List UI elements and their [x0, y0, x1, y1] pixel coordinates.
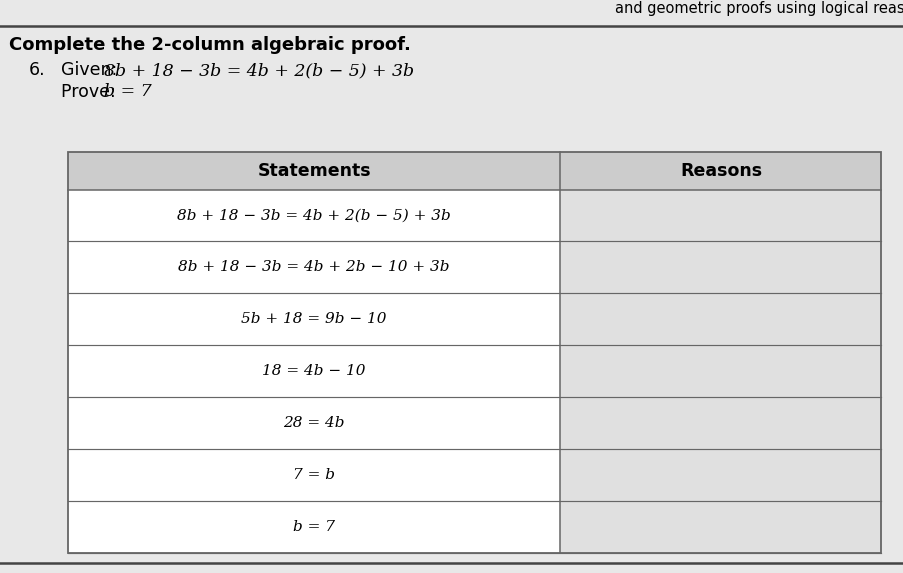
- Text: Complete the 2-column algebraic proof.: Complete the 2-column algebraic proof.: [9, 36, 411, 54]
- Bar: [68, 152, 880, 190]
- Text: b = 7: b = 7: [293, 520, 335, 534]
- Text: Statements: Statements: [257, 162, 370, 180]
- Text: b = 7: b = 7: [104, 83, 152, 100]
- Text: Prove:: Prove:: [61, 83, 122, 101]
- Text: 6.: 6.: [29, 61, 45, 80]
- Text: 8b + 18 − 3b = 4b + 2(b − 5) + 3b: 8b + 18 − 3b = 4b + 2(b − 5) + 3b: [177, 209, 451, 222]
- Bar: [560, 152, 880, 553]
- Bar: [68, 152, 880, 553]
- Bar: [68, 152, 880, 553]
- Text: 8b + 18 − 3b = 4b + 2(b − 5) + 3b: 8b + 18 − 3b = 4b + 2(b − 5) + 3b: [104, 62, 414, 79]
- Text: 7 = b: 7 = b: [293, 468, 335, 482]
- Text: 18 = 4b − 10: 18 = 4b − 10: [262, 364, 366, 378]
- Text: and geometric proofs using logical reasoning.: and geometric proofs using logical reaso…: [614, 1, 903, 16]
- Text: Reasons: Reasons: [679, 162, 761, 180]
- Text: 5b + 18 = 9b − 10: 5b + 18 = 9b − 10: [241, 312, 386, 327]
- Text: Given:: Given:: [61, 61, 123, 80]
- Text: 28 = 4b: 28 = 4b: [283, 416, 345, 430]
- Text: 8b + 18 − 3b = 4b + 2b − 10 + 3b: 8b + 18 − 3b = 4b + 2b − 10 + 3b: [178, 260, 450, 274]
